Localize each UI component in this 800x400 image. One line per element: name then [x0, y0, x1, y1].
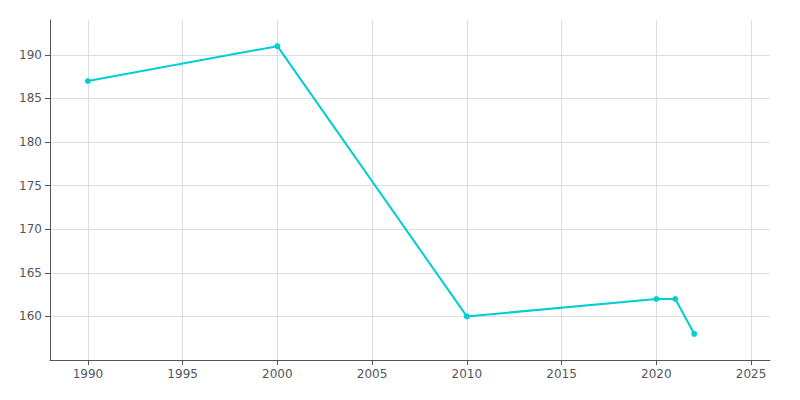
svg-text:2010: 2010 — [452, 367, 483, 381]
svg-text:175: 175 — [19, 179, 42, 193]
svg-text:2025: 2025 — [736, 367, 767, 381]
svg-text:165: 165 — [19, 266, 42, 280]
svg-text:2005: 2005 — [357, 367, 388, 381]
svg-text:2000: 2000 — [262, 367, 293, 381]
svg-text:1995: 1995 — [167, 367, 198, 381]
svg-text:2015: 2015 — [546, 367, 577, 381]
svg-text:190: 190 — [19, 48, 42, 62]
svg-text:170: 170 — [19, 222, 42, 236]
svg-text:2020: 2020 — [641, 367, 672, 381]
svg-text:180: 180 — [19, 135, 42, 149]
svg-text:1990: 1990 — [73, 367, 104, 381]
svg-text:185: 185 — [19, 91, 42, 105]
svg-text:160: 160 — [19, 309, 42, 323]
